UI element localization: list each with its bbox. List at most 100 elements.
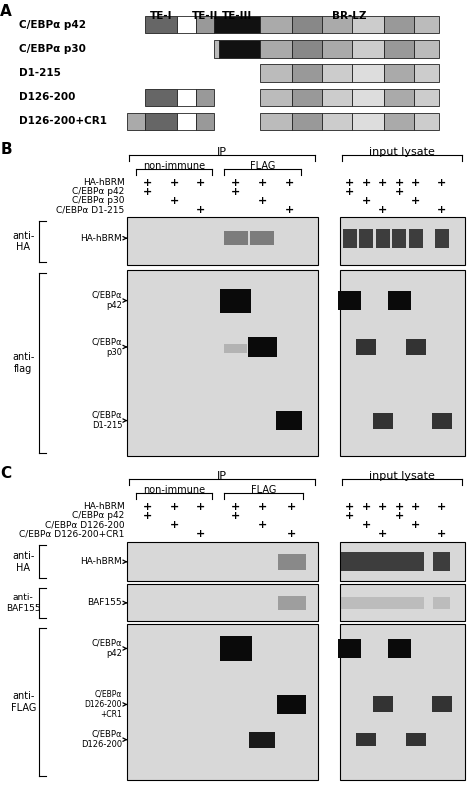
Bar	[145, 16, 177, 33]
Bar	[260, 16, 292, 33]
Bar	[388, 639, 411, 658]
Bar	[322, 88, 352, 106]
Text: +: +	[231, 186, 240, 197]
Text: A: A	[0, 4, 12, 19]
Bar	[358, 552, 374, 571]
Bar	[356, 733, 376, 746]
Bar	[127, 217, 318, 265]
Bar	[406, 339, 426, 355]
Text: +: +	[395, 178, 404, 188]
Text: +: +	[196, 178, 205, 188]
Bar	[322, 65, 352, 82]
Bar	[276, 411, 302, 430]
Bar	[384, 88, 414, 106]
Text: +: +	[143, 186, 152, 197]
Text: BR-LZ: BR-LZ	[332, 11, 367, 21]
Bar	[214, 40, 219, 58]
Bar	[322, 16, 352, 33]
Text: C/EBPα
p42: C/EBPα p42	[91, 639, 122, 658]
Text: +: +	[345, 510, 355, 521]
Bar	[414, 40, 439, 58]
Bar	[145, 113, 177, 130]
Bar	[338, 291, 361, 310]
Text: +: +	[362, 196, 371, 205]
Bar	[145, 88, 177, 106]
Text: +: +	[437, 502, 447, 512]
Text: +: +	[362, 502, 371, 512]
Bar	[292, 65, 322, 82]
Text: FLAG: FLAG	[250, 161, 275, 171]
Bar	[341, 552, 358, 571]
Bar	[278, 596, 306, 610]
Bar	[177, 88, 196, 106]
Text: HA-hBRM: HA-hBRM	[82, 179, 124, 187]
Bar	[127, 624, 318, 780]
Bar	[249, 732, 275, 747]
Text: +: +	[411, 196, 420, 205]
Text: HA-hBRM: HA-hBRM	[82, 502, 124, 511]
Text: +: +	[437, 178, 447, 188]
Text: BAF155: BAF155	[88, 598, 122, 608]
Bar	[196, 16, 214, 33]
Text: anti-
HA: anti- HA	[12, 231, 35, 252]
Bar	[177, 16, 196, 33]
Bar	[409, 228, 423, 248]
Text: +: +	[362, 520, 371, 529]
Text: +: +	[378, 502, 387, 512]
Bar	[339, 624, 465, 780]
Text: D126-200+CR1: D126-200+CR1	[18, 116, 107, 126]
Bar	[127, 270, 318, 456]
Bar	[391, 597, 408, 608]
Text: +: +	[411, 520, 420, 529]
Bar	[356, 339, 376, 355]
Text: input lysate: input lysate	[369, 471, 435, 481]
Text: +: +	[395, 186, 404, 197]
Bar	[352, 113, 384, 130]
Bar	[260, 88, 292, 106]
Text: +: +	[395, 502, 404, 512]
Text: +: +	[287, 502, 296, 512]
Bar	[414, 16, 439, 33]
Bar	[339, 585, 465, 621]
Bar	[322, 113, 352, 130]
Text: +: +	[143, 178, 152, 188]
Bar	[260, 65, 292, 82]
Bar	[322, 40, 352, 58]
Text: +: +	[437, 529, 447, 539]
Bar	[435, 228, 448, 248]
Text: +: +	[411, 502, 420, 512]
Text: C/EBPα
D126-200
+CR1: C/EBPα D126-200 +CR1	[85, 690, 122, 720]
Text: C/EBPα
p30: C/EBPα p30	[91, 337, 122, 356]
Bar	[352, 65, 384, 82]
Bar	[414, 113, 439, 130]
Bar	[339, 542, 465, 581]
Text: C/EBPα D126-200+CR1: C/EBPα D126-200+CR1	[19, 529, 124, 538]
Bar	[224, 344, 247, 353]
Bar	[408, 552, 424, 571]
Bar	[127, 585, 318, 621]
Text: C/EBPα p30: C/EBPα p30	[72, 196, 124, 205]
Text: B: B	[0, 142, 12, 157]
Bar	[374, 552, 391, 571]
Text: input lysate: input lysate	[369, 147, 435, 157]
Bar	[339, 217, 465, 265]
Text: +: +	[395, 510, 404, 521]
Bar	[414, 88, 439, 106]
Text: +: +	[143, 510, 152, 521]
Bar	[292, 16, 322, 33]
Text: HA-hBRM: HA-hBRM	[81, 234, 122, 243]
Text: +: +	[258, 502, 267, 512]
Text: +: +	[345, 178, 355, 188]
Bar	[250, 231, 274, 246]
Text: +: +	[287, 529, 296, 539]
Text: +: +	[362, 178, 371, 188]
Bar	[196, 88, 214, 106]
Bar	[248, 337, 277, 356]
Text: HA-hBRM: HA-hBRM	[81, 557, 122, 566]
Bar	[406, 733, 426, 746]
Text: C/EBPα p42: C/EBPα p42	[72, 187, 124, 196]
Bar	[384, 40, 414, 58]
Text: C/EBPα p42: C/EBPα p42	[72, 511, 124, 520]
Text: +: +	[258, 178, 267, 188]
Text: TE-II: TE-II	[191, 11, 218, 21]
